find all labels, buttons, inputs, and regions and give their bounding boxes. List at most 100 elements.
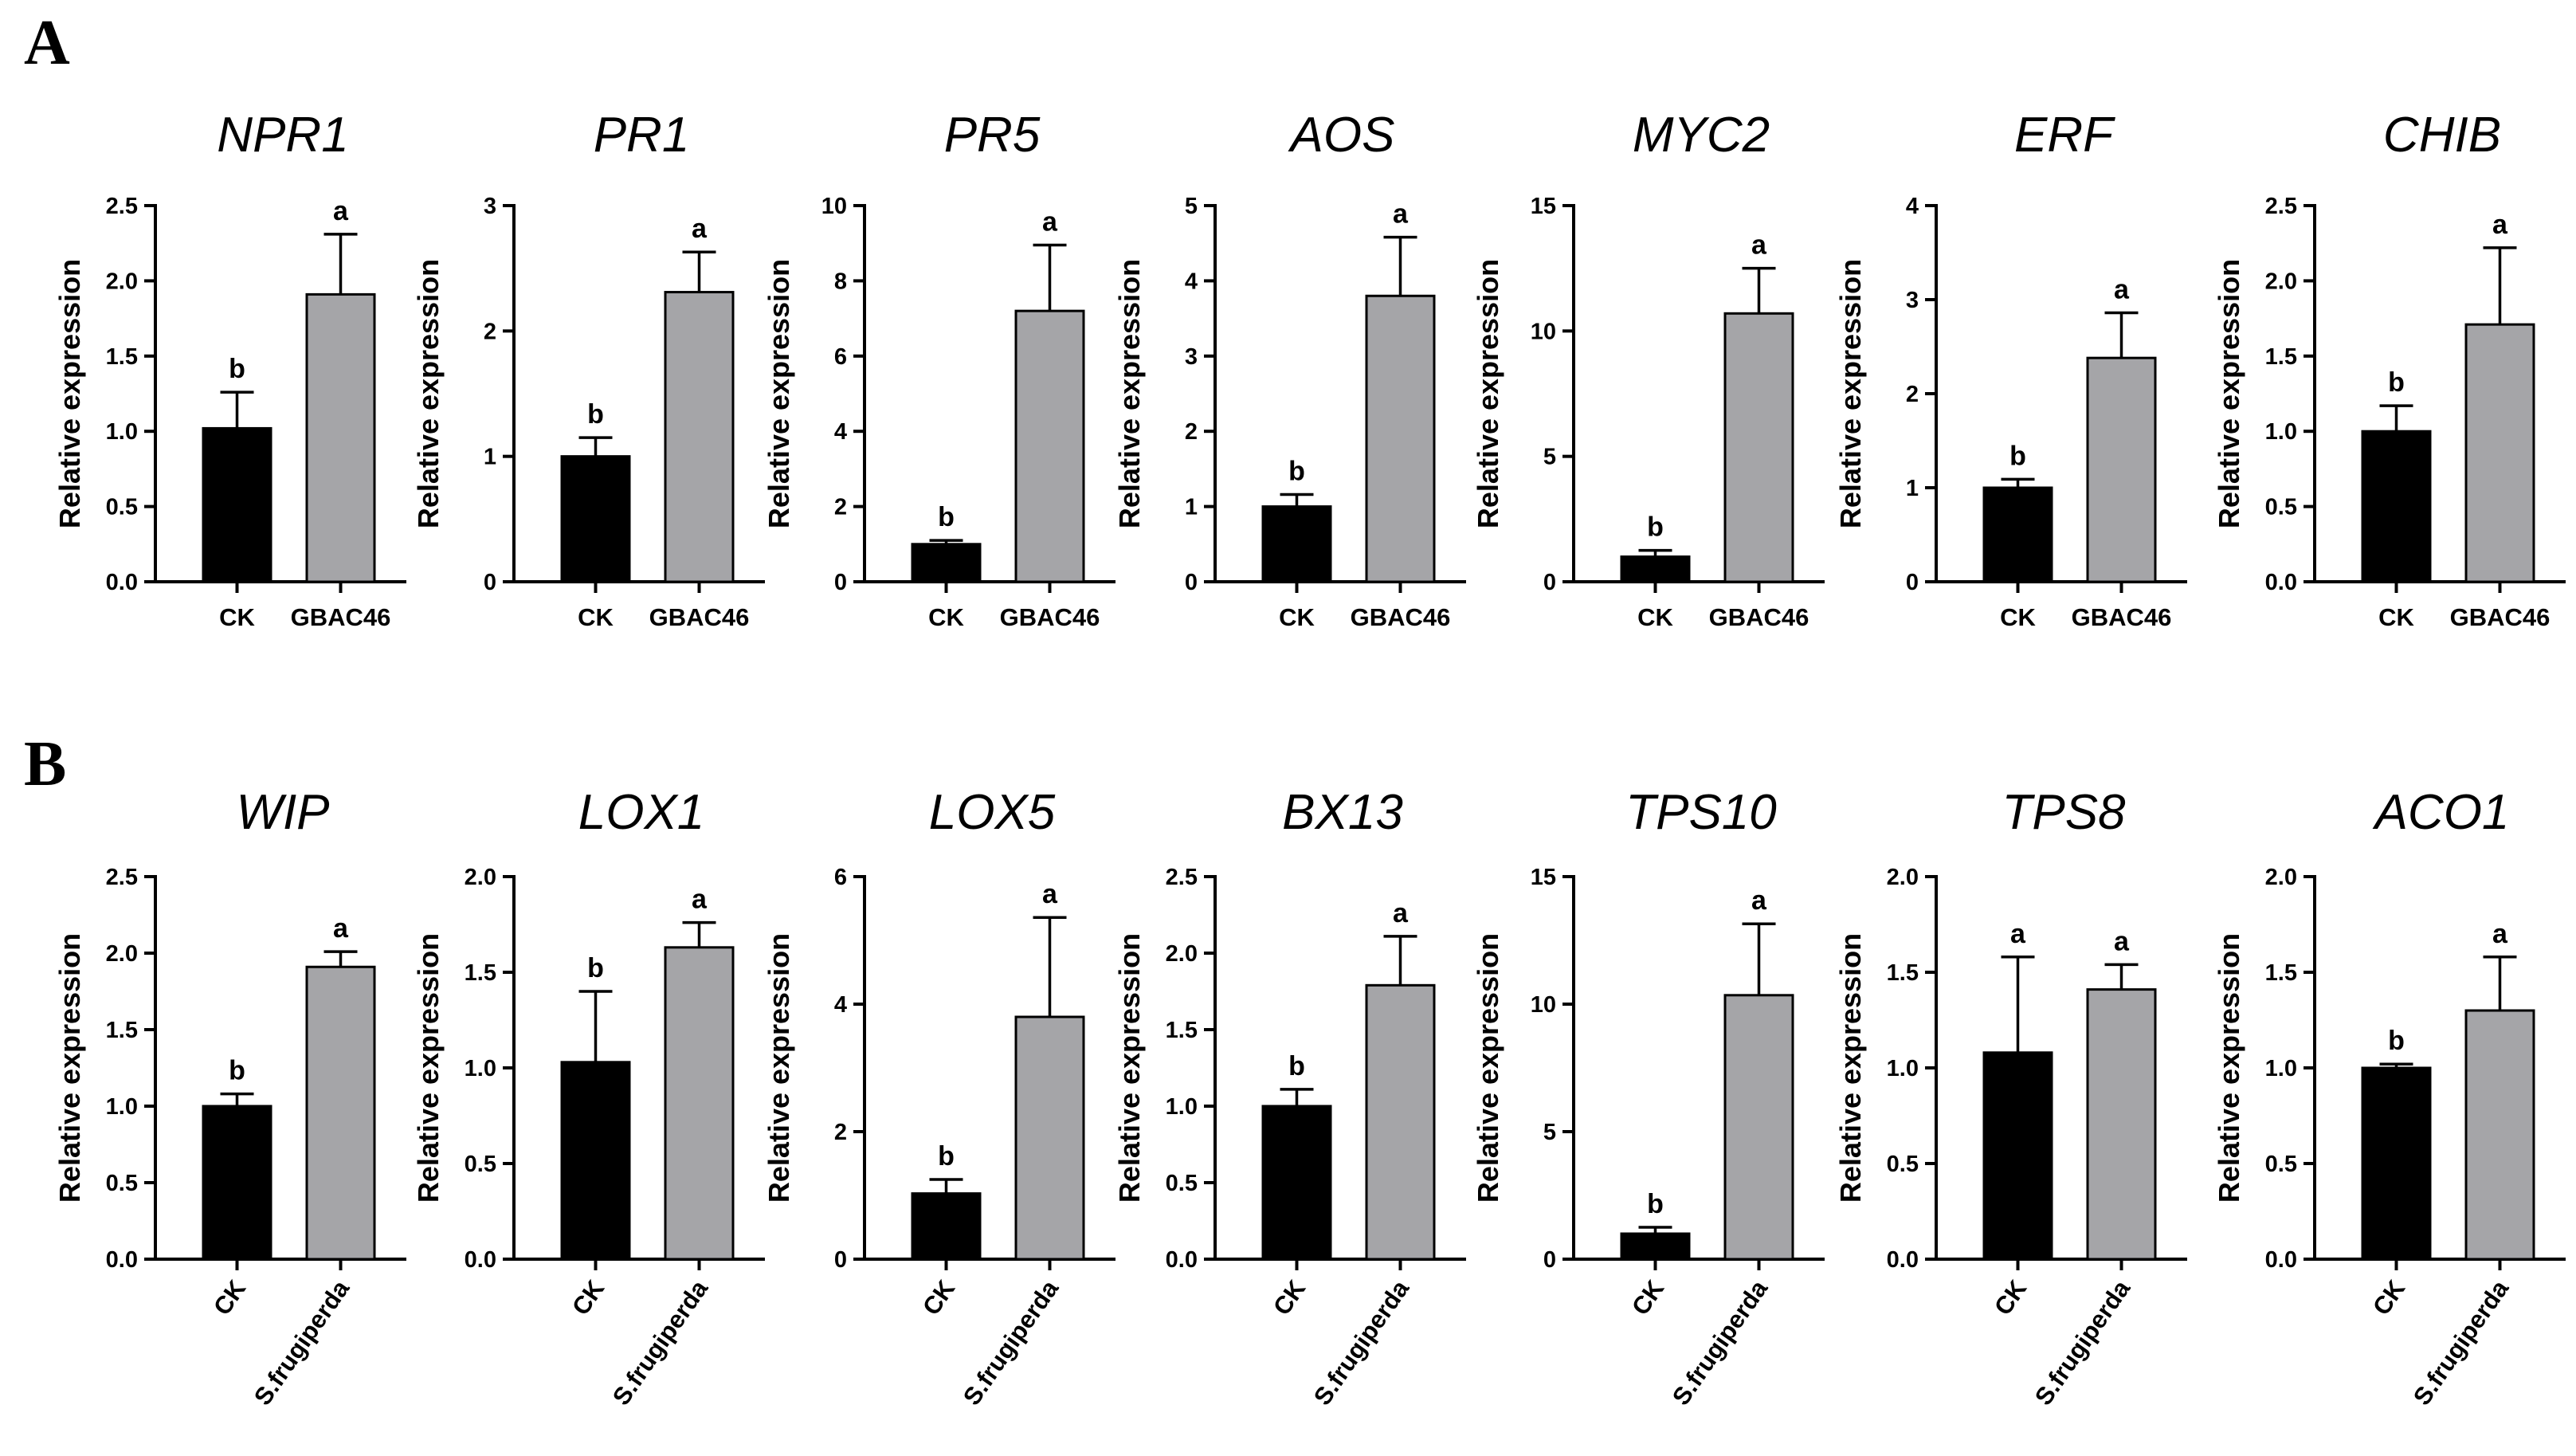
y-tick-label: 1.5: [1166, 1018, 1198, 1043]
y-tick-label: 1: [1906, 476, 1919, 501]
y-tick-label: 1.0: [106, 1094, 138, 1120]
y-tick-label: 0.5: [106, 495, 138, 520]
significance-label: b: [2388, 1026, 2405, 1056]
y-tick-label: 8: [834, 269, 847, 294]
y-tick-label: 0.5: [2265, 495, 2297, 520]
chart-title: LOX1: [578, 785, 705, 840]
y-axis-label: Relative expression: [53, 933, 86, 1203]
panel-label-b: B: [24, 729, 66, 799]
significance-label: a: [1042, 207, 1058, 237]
y-tick-label: 1.5: [2265, 344, 2297, 370]
y-tick-label: 1.5: [465, 960, 496, 986]
bar-s-frugiperda: [2086, 988, 2157, 1261]
bar-s-frugiperda: [1723, 994, 1794, 1261]
bar-ck: [2361, 430, 2432, 583]
chart-title: BX13: [1282, 785, 1403, 840]
y-tick-label: 0: [1543, 1247, 1556, 1273]
y-tick-label: 1.5: [2265, 960, 2297, 986]
significance-label: b: [1288, 456, 1305, 486]
category-label: GBAC46: [291, 603, 391, 631]
significance-label: b: [587, 399, 604, 430]
bar-s-frugiperda: [2464, 1009, 2535, 1261]
significance-label: b: [1647, 512, 1664, 543]
category-label: CK: [1279, 603, 1315, 631]
significance-label: a: [1393, 199, 1409, 230]
bar-s-frugiperda: [1014, 1015, 1085, 1261]
y-axis-label: Relative expression: [763, 933, 795, 1203]
y-axis-label: Relative expression: [2213, 259, 2245, 528]
chart-aos: AOS Relative expression 0 1 2 3 4 5 b CK a GBAC46: [1113, 108, 1466, 631]
significance-label: b: [229, 354, 245, 384]
y-axis-label: Relative expression: [1113, 933, 1146, 1203]
y-axis-label: Relative expression: [1834, 259, 1867, 528]
bar-gbac46: [2464, 323, 2535, 583]
y-tick-label: 10: [1531, 992, 1556, 1018]
bar-ck: [1620, 1232, 1691, 1261]
y-tick-label: 0: [834, 570, 847, 595]
chart-title: ERF: [2014, 108, 2115, 163]
bar-gbac46: [664, 291, 735, 583]
chart-title: LOX5: [929, 785, 1056, 840]
y-axis-label: Relative expression: [763, 259, 795, 528]
y-tick-label: 0.0: [1887, 1247, 1919, 1273]
category-label: CK: [2378, 603, 2414, 631]
y-tick-label: 0.0: [106, 570, 138, 595]
chart-erf: ERF Relative expression 0 1 2 3 4 b CK a GBAC46: [1834, 108, 2187, 631]
category-label: GBAC46: [1709, 603, 1809, 631]
bar-gbac46: [1365, 294, 1436, 583]
significance-label: b: [2388, 367, 2405, 398]
chart-title: CHIB: [2383, 108, 2501, 163]
bar-s-frugiperda: [305, 965, 376, 1261]
y-tick-label: 2.0: [2265, 865, 2297, 890]
y-tick-label: 0.5: [465, 1152, 496, 1177]
significance-label: a: [1751, 885, 1767, 916]
significance-label: a: [1042, 879, 1058, 909]
bar-gbac46: [1723, 312, 1794, 583]
y-tick-label: 2.5: [106, 194, 138, 219]
bar-s-frugiperda: [1365, 983, 1436, 1261]
y-tick-label: 6: [834, 344, 847, 370]
bar-ck: [202, 1105, 272, 1261]
y-axis-label: Relative expression: [1472, 933, 1504, 1203]
y-tick-label: 1.0: [2265, 419, 2297, 445]
y-tick-label: 2: [834, 1120, 847, 1145]
significance-label: a: [692, 214, 708, 244]
y-tick-label: 1.0: [106, 419, 138, 445]
y-tick-label: 1.0: [1887, 1056, 1919, 1081]
y-tick-label: 2: [1906, 382, 1919, 407]
y-tick-label: 1.5: [106, 344, 138, 370]
chart-pr1: PR1 Relative expression 0 1 2 3 b CK a GBAC46: [412, 108, 765, 631]
y-tick-label: 0.5: [106, 1171, 138, 1196]
significance-label: a: [333, 913, 349, 944]
chart-title: TPS10: [1625, 785, 1777, 840]
y-tick-label: 3: [1906, 288, 1919, 313]
bar-ck: [1982, 486, 2053, 583]
category-label: GBAC46: [2072, 603, 2172, 631]
chart-title: TPS8: [2002, 785, 2126, 840]
y-tick-label: 0.0: [2265, 570, 2297, 595]
chart-title: NPR1: [217, 108, 348, 163]
category-label: CK: [928, 603, 964, 631]
chart-myc2: MYC2 Relative expression 0 5 10 15 b CK a GBAC46: [1472, 108, 1825, 631]
bar-ck: [911, 543, 982, 583]
category-label: CK: [1637, 603, 1673, 631]
significance-label: a: [333, 196, 349, 226]
bar-ck: [911, 1192, 982, 1261]
significance-label: a: [2492, 919, 2508, 949]
y-tick-label: 2: [834, 495, 847, 520]
bar-ck: [202, 426, 272, 583]
y-tick-label: 0.0: [106, 1247, 138, 1273]
y-tick-label: 1: [1185, 495, 1198, 520]
y-tick-label: 0.5: [1887, 1152, 1919, 1177]
bar-ck: [1620, 555, 1691, 583]
y-tick-label: 2.0: [2265, 269, 2297, 294]
significance-label: a: [2114, 275, 2130, 305]
y-tick-label: 0: [484, 570, 496, 595]
chart-pr5: PR5 Relative expression 0 2 4 6 8 10 b CK a GBAC46: [763, 108, 1115, 631]
y-tick-label: 3: [484, 194, 496, 219]
y-tick-label: 2.0: [106, 269, 138, 294]
significance-label: b: [587, 953, 604, 983]
y-tick-label: 0.0: [1166, 1247, 1198, 1273]
